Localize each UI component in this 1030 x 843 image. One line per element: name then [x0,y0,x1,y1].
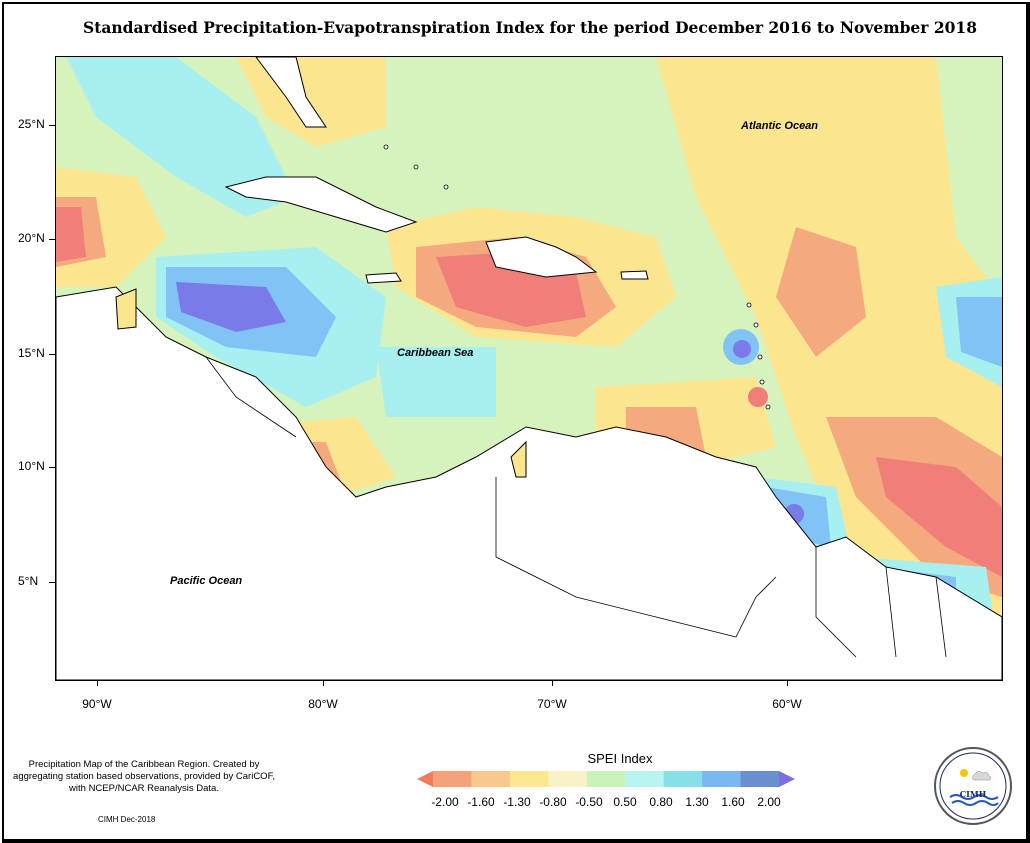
logo-graphic [939,752,1007,820]
country-border [205,356,297,438]
lon-label: 80°W [308,697,338,711]
legend-label: 2.00 [757,795,781,809]
island [757,354,763,360]
barbados-dry [748,387,768,407]
legend-label: -0.50 [575,795,603,809]
caribbean-sea-wet [376,347,496,417]
lat-tick [49,354,55,355]
island [443,184,449,190]
island [753,322,759,328]
lat-label: 20°N [18,231,45,245]
island [759,379,765,385]
puerto-rico [620,270,649,280]
map-title: Standardised Precipitation-Evapotranspir… [83,18,977,37]
legend-swatch [625,771,665,787]
legend-title: SPEI Index [587,751,653,766]
lon-label: 70°W [537,697,567,711]
legend-swatch [663,771,703,787]
lat-tick [49,239,55,240]
country-border [495,477,777,638]
atlantic-ocean-label: Atlantic Ocean [741,120,819,132]
island [383,144,389,150]
lat-tick [49,125,55,126]
legend-labels: -2.00 -1.60 -1.30 -0.80 -0.50 0.50 0.80 … [423,795,783,811]
legend-label: -1.60 [467,795,495,809]
land-mass [56,286,1002,680]
legend-label: 0.80 [649,795,673,809]
atlantic-east-wet-core [956,297,1002,367]
lat-label: 25°N [18,117,45,131]
caribbean-sea-label: Caribbean Sea [397,347,474,359]
gulf-wet-band [66,57,296,217]
lat-tick [49,467,55,468]
lat-tick [49,582,55,583]
country-border [885,566,897,658]
legend-swatch [509,771,549,787]
florida [255,57,327,128]
maracaibo-lake [510,440,527,478]
yucatan-dry-core [56,207,86,262]
logo-ring [939,752,1007,820]
lon-label: 60°W [772,697,802,711]
atlantic-dry-patch [776,227,866,357]
cloud-icon [972,771,992,781]
legend-arrow-right [779,771,795,787]
legend-label: 1.60 [721,795,745,809]
guianas-offshore-dry-core [876,457,1002,577]
legend-swatch [433,771,472,787]
country-border [935,576,947,658]
legend-swatch [471,771,511,787]
nicaragua-offshore-wet-core [176,282,286,332]
hispaniola [485,236,598,278]
lon-label: 90°W [82,697,112,711]
wave-icon [951,800,999,806]
lat-label: 10°N [18,459,45,473]
cimh-logo: CIMH [934,747,1012,825]
lat-label: 5°N [18,574,39,588]
spei-map: Atlantic Ocean Caribbean Sea Pacific Oce… [55,56,1003,681]
credit-text: CIMH Dec-2018 [98,815,156,824]
lon-tick [787,680,788,686]
legend-swatch [702,771,742,787]
legend-swatch [548,771,588,787]
legend-label: -0.80 [539,795,567,809]
pacific-ocean-label: Pacific Ocean [170,575,243,587]
belize-region [115,288,137,330]
lon-tick [323,680,324,686]
legend-label: -2.00 [431,795,459,809]
legend-label: 1.30 [685,795,709,809]
island [413,164,419,170]
island [765,404,771,410]
country-border [815,547,857,658]
cuba [224,176,418,233]
lon-tick [552,680,553,686]
wave-icon [949,794,999,800]
legend-label: 0.50 [613,795,637,809]
island [746,302,752,308]
logo-text: CIMH [959,789,987,799]
legend-swatch [586,771,626,787]
legend-swatch [740,771,780,787]
legend-colorbar [417,771,795,787]
legend-arrow-left [417,771,433,787]
legend-label: -1.30 [503,795,531,809]
lon-tick [97,680,98,686]
map-canvas [56,57,1002,680]
jamaica [365,272,402,284]
lesser-antilles-wet-core [733,340,751,358]
data-source-note: Precipitation Map of the Caribbean Regio… [13,759,275,794]
sun-icon [960,769,968,777]
lat-label: 15°N [18,346,45,360]
